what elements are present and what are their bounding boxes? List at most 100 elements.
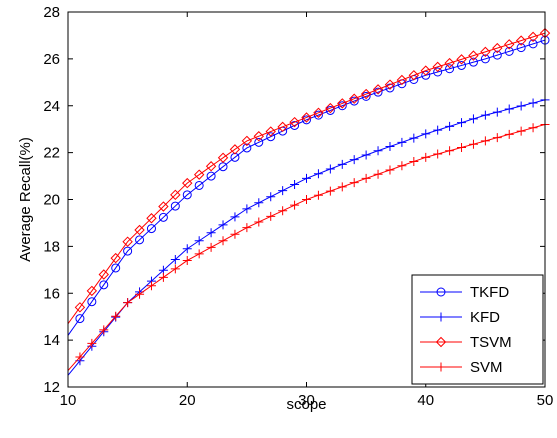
data-point <box>385 142 395 152</box>
data-point <box>278 186 288 196</box>
data-point <box>337 159 347 169</box>
data-point <box>480 136 490 146</box>
data-point <box>433 67 443 77</box>
data-point <box>110 252 121 264</box>
data-point <box>528 39 538 49</box>
data-point <box>217 152 229 163</box>
data-point <box>193 169 205 180</box>
data-point <box>182 177 193 189</box>
data-point <box>325 102 336 114</box>
data-point <box>242 143 252 153</box>
y-tick-label: 22 <box>43 145 60 162</box>
x-axis-label: scope <box>286 396 326 413</box>
data-point <box>135 289 145 299</box>
data-point <box>230 212 240 222</box>
data-point <box>230 229 240 239</box>
data-point <box>266 211 276 221</box>
y-tick-label: 26 <box>43 51 60 68</box>
data-point <box>349 178 359 188</box>
data-point <box>373 87 383 97</box>
data-point <box>87 297 97 307</box>
legend-item: TSVM <box>420 334 512 351</box>
data-point <box>206 242 216 252</box>
data-point <box>480 46 491 58</box>
x-tick-label: 40 <box>417 392 434 409</box>
data-point <box>99 325 109 335</box>
data-point <box>373 169 383 179</box>
data-point <box>421 152 431 162</box>
data-point <box>218 236 228 246</box>
data-point <box>266 132 276 142</box>
series-line <box>67 32 546 325</box>
legend-marker <box>435 336 447 348</box>
data-point <box>278 206 288 216</box>
data-point <box>182 190 192 200</box>
data-point <box>457 60 467 70</box>
data-point <box>86 285 98 297</box>
data-point <box>170 189 181 201</box>
data-point <box>313 107 324 118</box>
data-point <box>74 302 86 313</box>
data-point <box>123 246 133 256</box>
data-point <box>170 201 180 211</box>
data-point <box>206 228 216 238</box>
data-point <box>337 98 348 109</box>
legend-label: SVM <box>470 359 503 376</box>
x-tick-label: 50 <box>537 392 554 409</box>
data-point <box>302 115 311 125</box>
data-point <box>313 190 323 200</box>
data-point <box>504 129 514 139</box>
data-point <box>302 173 311 183</box>
data-point <box>432 61 443 73</box>
legend-item: KFD <box>420 309 500 326</box>
y-tick-label: 24 <box>43 98 60 115</box>
data-point <box>421 129 431 139</box>
data-point <box>122 236 133 247</box>
series-kfd <box>67 95 550 376</box>
legend-marker <box>436 362 446 372</box>
data-point <box>265 126 276 137</box>
y-tick-label: 18 <box>43 238 60 255</box>
legend: TKFD KFD TSVM SVM <box>411 274 544 385</box>
data-point <box>134 224 145 236</box>
data-point <box>99 280 109 290</box>
data-point <box>205 161 217 172</box>
data-point <box>468 114 478 124</box>
data-point <box>492 50 502 60</box>
data-point <box>492 42 503 54</box>
data-point <box>421 70 431 80</box>
data-point <box>229 144 241 155</box>
data-point <box>337 101 347 111</box>
data-point <box>254 137 264 147</box>
legend-marker <box>436 312 446 322</box>
data-point <box>325 186 335 196</box>
data-point <box>242 204 252 214</box>
data-point <box>444 57 455 69</box>
data-point <box>409 157 419 167</box>
data-point <box>445 64 455 74</box>
data-point <box>385 83 395 93</box>
data-point <box>515 35 527 46</box>
data-point <box>313 110 323 120</box>
legend-box <box>411 274 544 385</box>
data-point <box>75 352 85 362</box>
data-point <box>420 65 431 76</box>
data-point <box>384 79 396 90</box>
data-point <box>348 93 360 104</box>
data-point <box>313 169 323 179</box>
data-point <box>289 116 300 128</box>
data-point <box>468 50 479 61</box>
legend-item: SVM <box>420 359 503 376</box>
data-point <box>372 84 384 95</box>
series-svm <box>67 120 550 371</box>
data-point <box>409 133 419 143</box>
y-tick-label: 14 <box>43 332 60 349</box>
y-tick-label: 28 <box>43 4 60 21</box>
data-point <box>194 249 204 259</box>
data-point <box>277 121 288 133</box>
data-point <box>457 118 467 128</box>
data-point <box>325 105 335 115</box>
data-point <box>206 171 216 181</box>
y-tick-label: 12 <box>43 379 60 396</box>
